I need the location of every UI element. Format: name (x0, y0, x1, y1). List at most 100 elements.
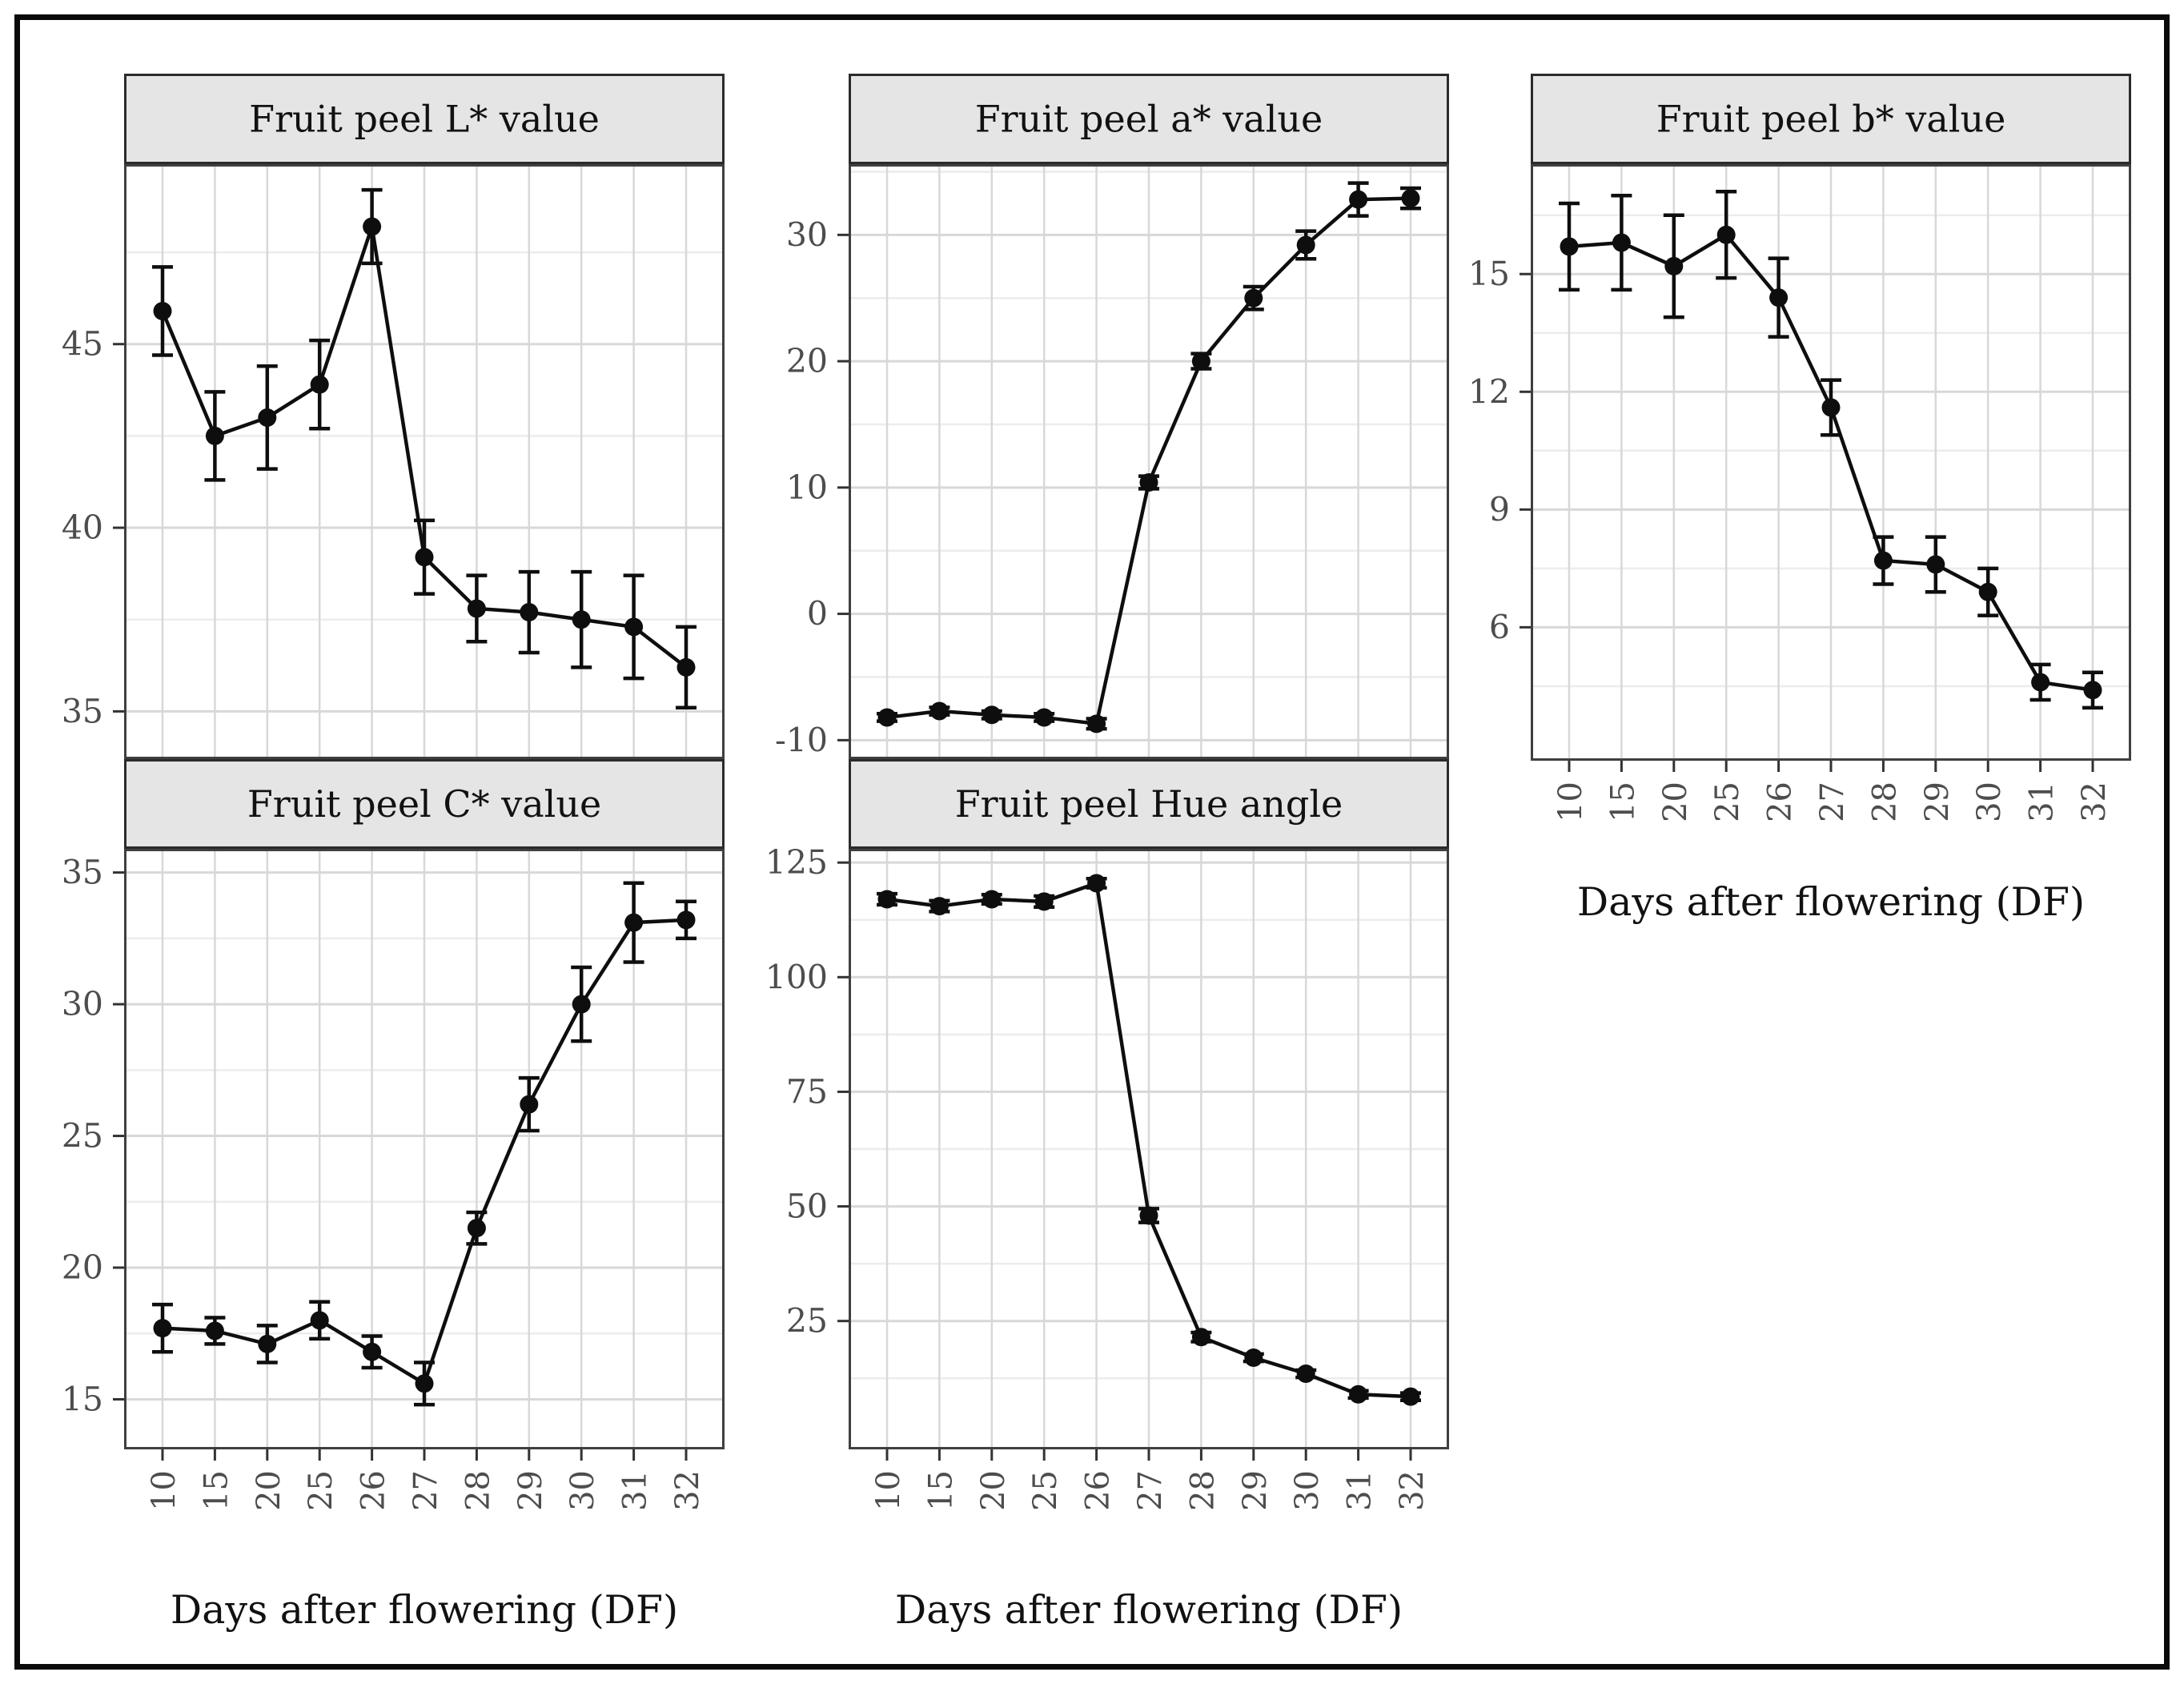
x-tick-label: 10 (870, 1470, 907, 1511)
data-point (1926, 555, 1945, 574)
y-tick-label: -10 (775, 721, 828, 759)
x-tick-label: 26 (1080, 1470, 1117, 1511)
x-tick-label: 32 (2076, 782, 2113, 822)
data-point (310, 375, 329, 394)
y-tick-label: 30 (786, 215, 828, 254)
panel-grid (849, 849, 1449, 1449)
x-axis: 10 15 20 25 26 27 28 29 30 31 32 (870, 1449, 1431, 1511)
strip-header (124, 74, 725, 164)
data-point (1087, 874, 1106, 893)
x-tick-label: 28 (460, 1470, 496, 1511)
data-point (2031, 673, 2050, 692)
data-point (1191, 1328, 1210, 1347)
data-point (1139, 473, 1158, 492)
y-tick-label: 15 (62, 1381, 103, 1419)
y-tick-label: 100 (765, 958, 828, 996)
y-tick-label: 6 (1489, 608, 1510, 646)
facet-fruit-peel-hue-angle: Fruit peel Hue angle 25 50 75 100 125 10 15 20 25… (765, 759, 1449, 1511)
y-axis: 15 20 25 30 35 (62, 854, 124, 1419)
y-tick-label: 10 (786, 468, 828, 507)
facet-fruit-peel-l-value: Fruit peel L* value 35 40 45 (62, 74, 725, 759)
data-series (152, 881, 697, 1407)
x-tick-label: 27 (1814, 782, 1851, 822)
y-tick-label: 20 (786, 342, 828, 380)
y-axis: 25 50 75 100 125 (765, 843, 849, 1340)
y-tick-label: 25 (786, 1302, 828, 1340)
data-point (310, 1311, 329, 1330)
data-point (467, 1219, 486, 1238)
y-tick-label: 75 (786, 1072, 828, 1111)
y-tick-label: 45 (62, 325, 103, 364)
panel-border (849, 164, 1449, 759)
data-point (1244, 288, 1263, 307)
panel-border (1531, 164, 2131, 761)
x-tick-label: 27 (1132, 1470, 1169, 1511)
panel-border (124, 164, 725, 759)
x-tick-label: 26 (355, 1470, 392, 1511)
data-point (676, 657, 696, 677)
x-tick-label: 15 (922, 1470, 959, 1511)
x-tick-label: 32 (669, 1470, 706, 1511)
data-point (1769, 288, 1789, 307)
strip-header (849, 74, 1449, 164)
data-point (153, 1319, 172, 1338)
data-point (363, 217, 382, 236)
y-axis: 6 9 12 15 (1468, 255, 1531, 646)
y-tick-label: 125 (765, 843, 828, 882)
data-point (415, 548, 434, 567)
data-point (929, 701, 949, 721)
data-point (624, 913, 644, 932)
y-tick-label: 12 (1468, 372, 1510, 411)
strip-header (849, 759, 1449, 849)
y-tick-label: 35 (62, 692, 103, 730)
data-point (1034, 892, 1054, 911)
panel-border (849, 849, 1449, 1449)
data-point (676, 910, 696, 930)
x-tick-label: 20 (251, 1470, 287, 1511)
data-point (153, 301, 172, 320)
x-axis-title-c: Days after flowering (DF) (170, 1587, 679, 1633)
x-tick-label: 15 (198, 1470, 235, 1511)
y-tick-label: 15 (1468, 255, 1510, 293)
data-point (877, 890, 897, 909)
panel-grid (849, 164, 1449, 759)
facet-title-a: Fruit peel a* value (975, 98, 1323, 141)
x-tick-label: 15 (1604, 782, 1641, 822)
x-tick-label: 10 (1552, 782, 1589, 822)
y-tick-label: 0 (807, 595, 828, 633)
data-point (1349, 1385, 1368, 1404)
x-tick-label: 27 (407, 1470, 444, 1511)
x-axis: 10 15 20 25 26 27 28 29 30 31 32 (146, 1449, 706, 1511)
data-point (572, 995, 591, 1014)
x-tick-label: 26 (1762, 782, 1799, 822)
x-tick-label: 28 (1866, 782, 1903, 822)
data-series (877, 181, 1421, 733)
data-point (982, 890, 1002, 909)
data-point (929, 897, 949, 916)
data-point (258, 408, 277, 427)
x-tick-label: 20 (1657, 782, 1694, 822)
data-point (1034, 708, 1054, 727)
facet-title-l: Fruit peel L* value (249, 98, 600, 141)
data-point (205, 1321, 224, 1340)
data-series (1559, 190, 2103, 710)
facet-title-hue: Fruit peel Hue angle (955, 782, 1343, 826)
data-point (1716, 225, 1736, 244)
x-axis-title-b: Days after flowering (DF) (1576, 879, 2086, 925)
x-tick-label: 32 (1394, 1470, 1431, 1511)
y-axis: -10 0 10 20 30 (775, 215, 849, 759)
y-tick-label: 25 (62, 1117, 103, 1155)
data-point (1296, 235, 1315, 255)
facet-title-c: Fruit peel C* value (247, 782, 601, 826)
y-axis: 35 40 45 (62, 325, 124, 730)
x-axis-title-hue: Days after flowering (DF) (894, 1587, 1403, 1633)
strip-header (124, 759, 725, 849)
data-point (258, 1334, 277, 1353)
x-tick-label: 31 (1342, 1470, 1379, 1511)
facet-title-b: Fruit peel b* value (1656, 98, 2006, 141)
y-tick-label: 30 (62, 985, 103, 1023)
x-tick-label: 25 (1027, 1470, 1064, 1511)
data-point (1612, 233, 1631, 252)
y-tick-label: 35 (62, 854, 103, 892)
x-tick-label: 30 (564, 1470, 601, 1511)
